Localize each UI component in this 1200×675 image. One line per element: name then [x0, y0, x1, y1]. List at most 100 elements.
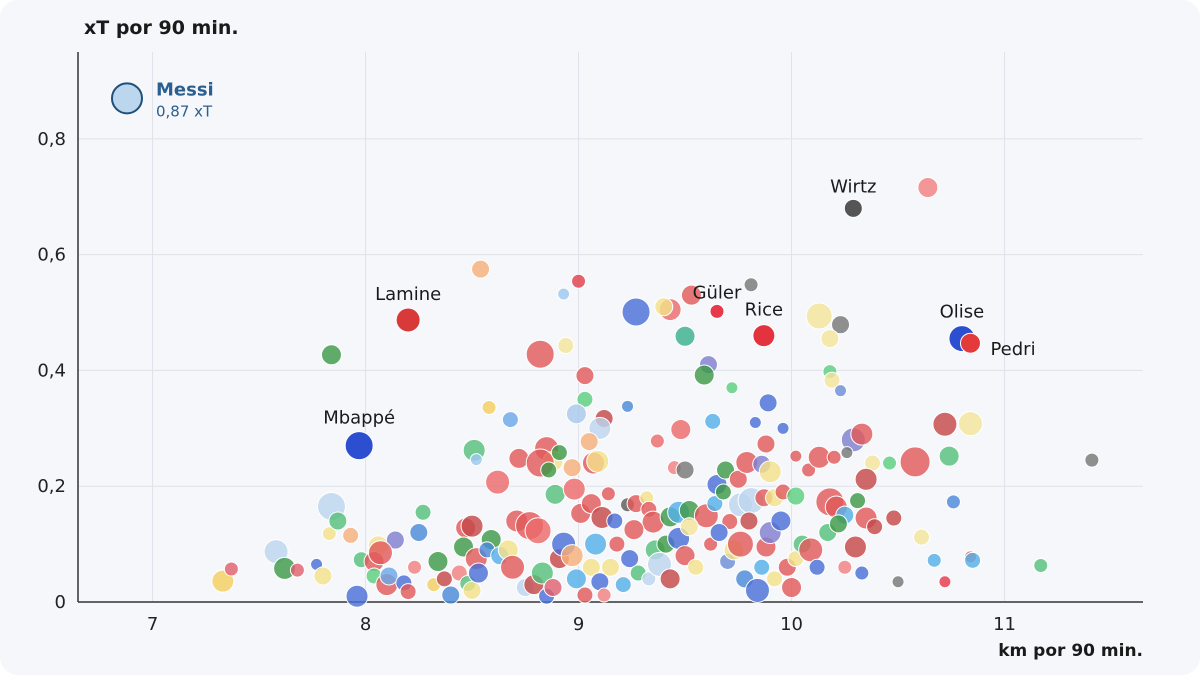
data-point	[441, 585, 461, 605]
data-point	[576, 390, 594, 408]
data-point	[849, 492, 867, 510]
point-label: Pedri	[990, 339, 1035, 360]
y-tick-label: 0,8	[37, 129, 66, 150]
data-point	[289, 562, 305, 578]
data-point	[828, 514, 848, 534]
data-point	[540, 461, 558, 479]
data-point	[659, 568, 681, 590]
data-point	[766, 570, 784, 588]
data-point	[621, 297, 651, 327]
data-point	[932, 411, 958, 437]
data-point	[706, 495, 724, 513]
data-point	[798, 537, 824, 563]
data-point	[789, 449, 803, 463]
data-point	[743, 277, 759, 293]
data-point	[675, 460, 695, 480]
data-point	[435, 570, 453, 588]
data-point	[756, 434, 776, 454]
data-point	[854, 565, 870, 581]
point-label: Lamine	[375, 284, 441, 305]
y-tick-label: 0	[55, 592, 66, 613]
data-point	[674, 325, 696, 347]
data-point	[543, 578, 563, 598]
data-point	[544, 483, 566, 505]
data-point	[524, 517, 552, 545]
data-point	[820, 329, 840, 349]
data-point	[601, 557, 620, 577]
data-point	[576, 586, 594, 604]
data-point	[530, 561, 554, 585]
point-label: Güler	[693, 282, 742, 303]
data-point	[938, 575, 952, 589]
data-point	[854, 467, 878, 491]
data-point	[957, 411, 983, 437]
grid	[78, 52, 1143, 602]
data-point	[786, 486, 806, 506]
point-label: Rice	[745, 300, 783, 321]
data-point	[385, 530, 405, 550]
data-point	[831, 315, 851, 335]
labeled-point	[395, 307, 421, 333]
data-point	[703, 536, 719, 552]
data-point	[725, 381, 739, 395]
x-tick-label: 10	[780, 614, 803, 635]
data-point	[328, 511, 348, 531]
data-point	[614, 576, 632, 594]
data-point	[744, 577, 770, 603]
labeled-point	[959, 332, 981, 354]
data-point	[899, 446, 931, 478]
data-point	[550, 444, 568, 462]
data-point	[808, 558, 826, 576]
data-point	[770, 510, 792, 532]
data-point	[680, 284, 702, 306]
data-point	[557, 287, 571, 301]
data-point	[557, 337, 575, 355]
data-point	[379, 566, 399, 586]
data-point	[716, 460, 736, 480]
data-point	[623, 519, 645, 541]
x-tick-label: 9	[573, 614, 584, 635]
data-point	[562, 458, 582, 478]
data-point	[584, 532, 608, 556]
data-point	[843, 535, 867, 559]
data-point	[728, 469, 748, 489]
data-point	[917, 176, 939, 198]
data-point	[562, 477, 586, 501]
data-point	[882, 455, 898, 471]
data-point	[342, 526, 360, 544]
data-point	[469, 453, 483, 467]
data-point	[964, 551, 982, 569]
x-axis-label: km por 90 min.	[998, 641, 1143, 661]
data-point	[608, 535, 626, 553]
data-point	[471, 259, 491, 279]
point-label: Wirtz	[830, 176, 876, 197]
data-point	[670, 418, 692, 440]
y-tick-label: 0,2	[37, 476, 66, 497]
x-tick-label: 8	[360, 614, 371, 635]
data-point	[560, 544, 584, 568]
data-point	[600, 486, 616, 502]
data-point	[687, 558, 705, 576]
x-tick-label: 7	[147, 614, 158, 635]
y-tick-label: 0,6	[37, 245, 66, 266]
data-point	[414, 503, 432, 521]
data-point	[679, 517, 699, 537]
data-point	[485, 469, 511, 495]
data-point	[565, 568, 587, 590]
data-point	[481, 399, 497, 415]
highlight-name: Messi	[156, 79, 214, 100]
y-axis-label: xT por 90 min.	[84, 17, 239, 39]
data-point	[575, 366, 595, 386]
data-point	[748, 416, 762, 430]
data-point	[776, 421, 790, 435]
data-point	[321, 526, 337, 542]
data-point	[313, 566, 333, 586]
labeled-point	[752, 324, 776, 348]
point-label: Olise	[940, 302, 985, 323]
data-point	[586, 449, 610, 473]
data-point	[834, 384, 848, 398]
data-point	[945, 494, 961, 510]
data-point	[525, 339, 555, 369]
data-point	[758, 393, 778, 413]
